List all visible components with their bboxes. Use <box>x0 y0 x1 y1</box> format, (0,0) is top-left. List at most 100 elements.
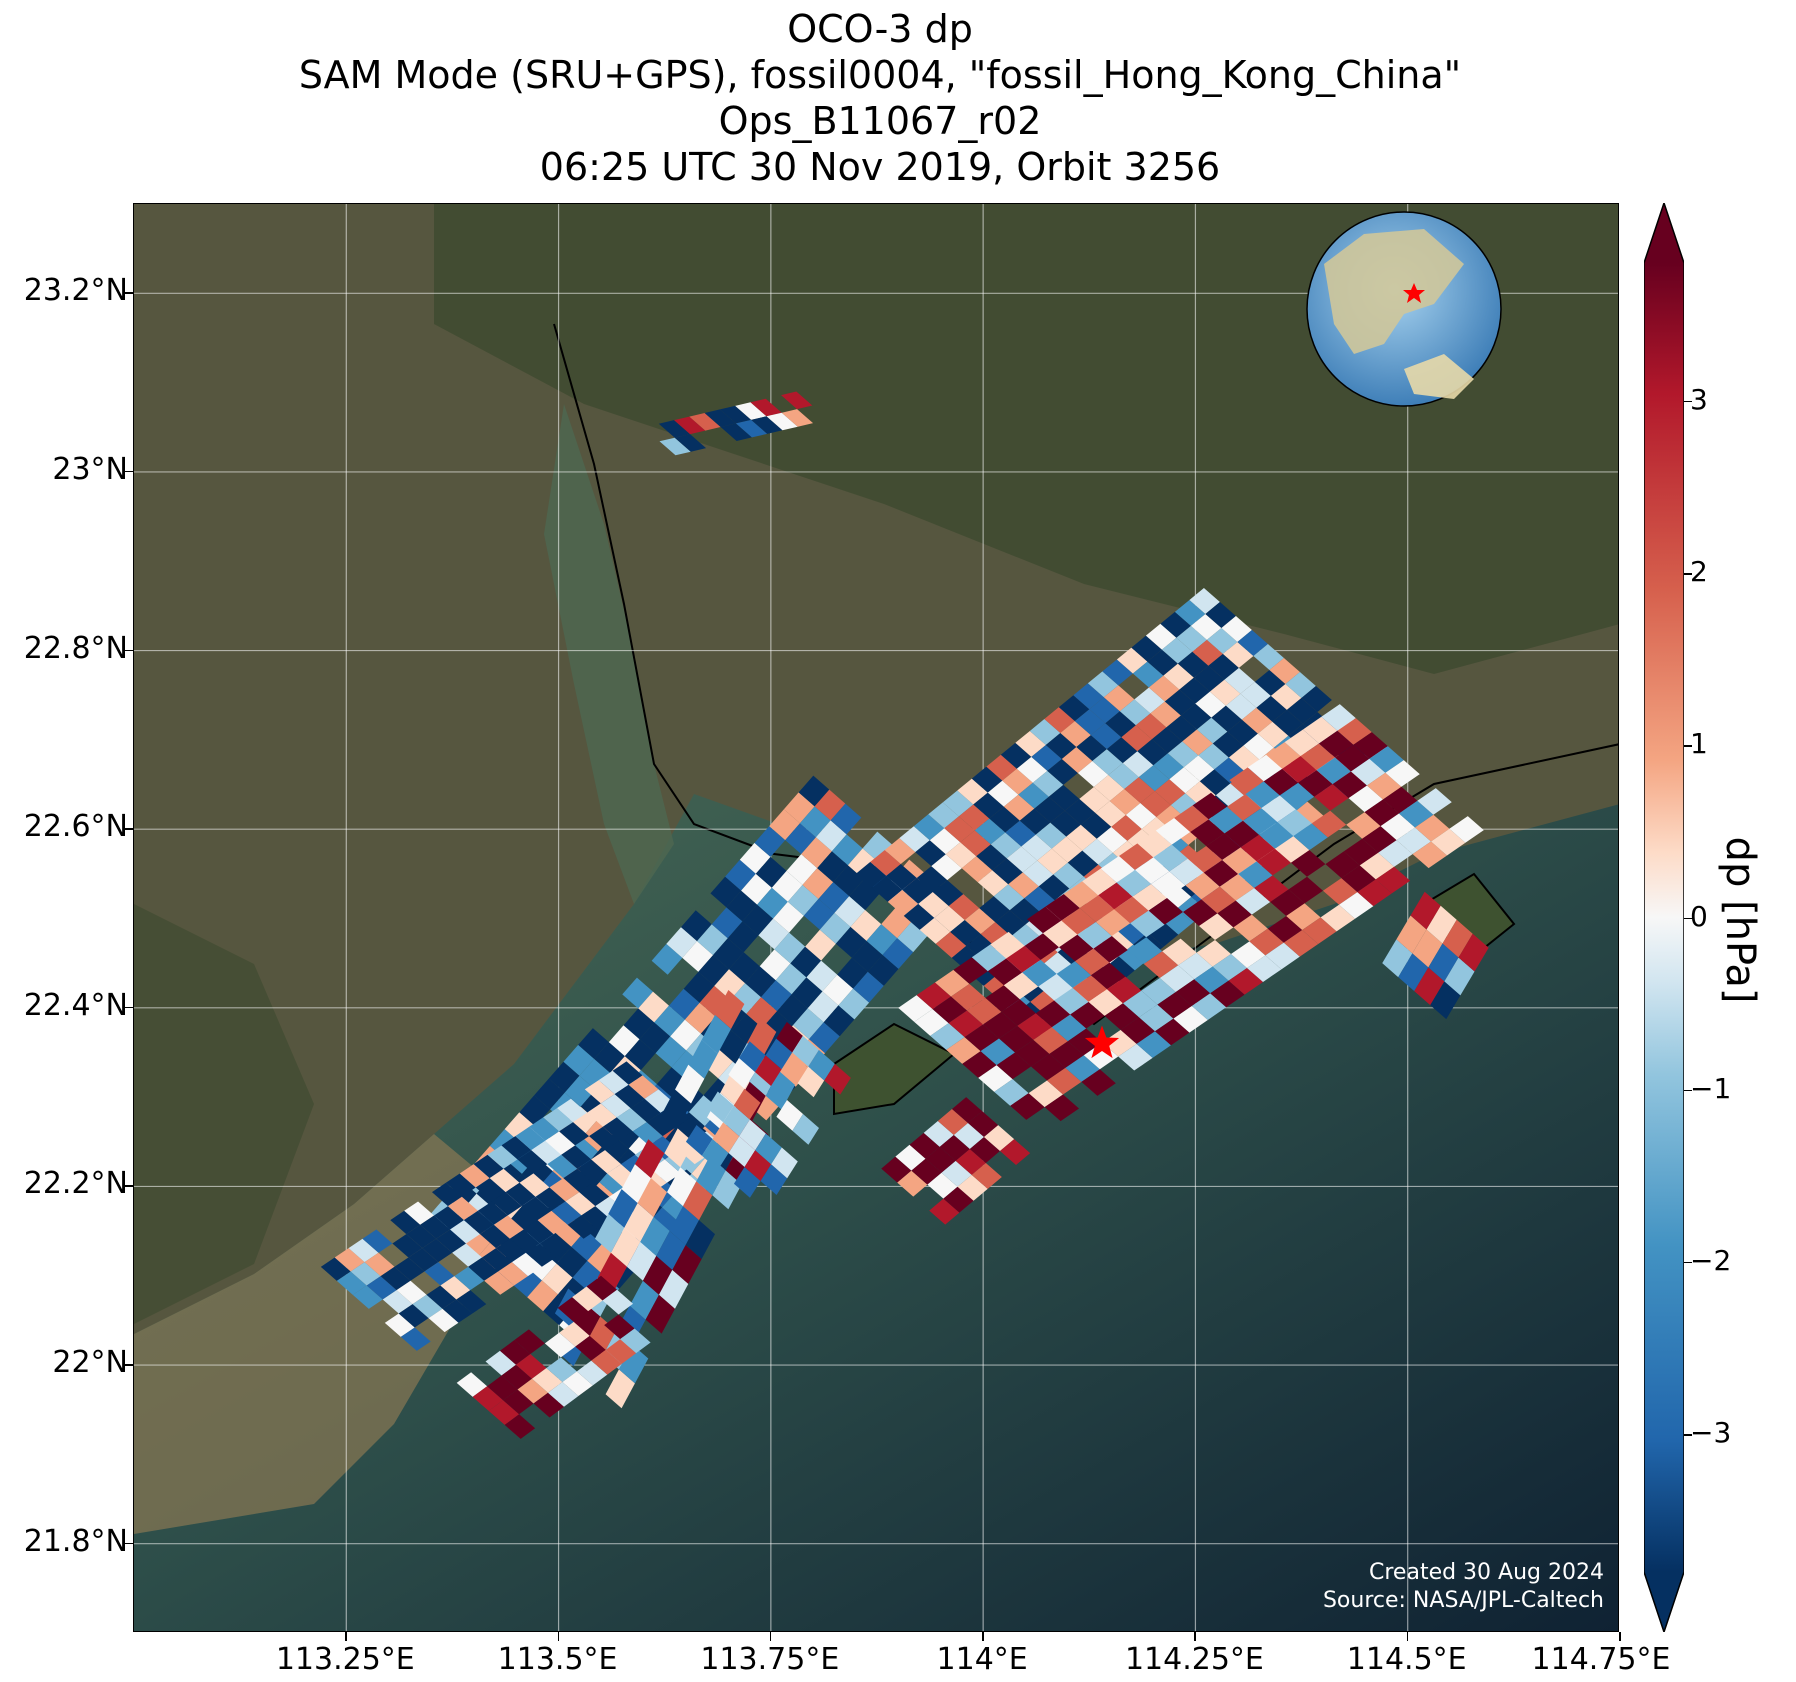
sounding-footprint <box>1047 758 1078 785</box>
sounding-footprint <box>739 1119 766 1151</box>
sounding-footprint <box>661 1089 692 1129</box>
sounding-footprint <box>1061 747 1093 773</box>
colorbar-tick-mark <box>1684 1434 1692 1436</box>
sounding-footprint <box>1074 709 1106 736</box>
sounding-footprint <box>793 1008 824 1040</box>
sounding-footprint <box>1035 822 1067 849</box>
sounding-footprint <box>853 971 884 1003</box>
sounding-footprint <box>1080 812 1112 839</box>
globe-asia-land <box>1324 229 1464 354</box>
sounding-footprint <box>792 1114 820 1145</box>
sounding-footprint <box>1104 1003 1140 1030</box>
sounding-footprint <box>1131 635 1162 662</box>
sounding-footprint <box>563 1168 594 1193</box>
lat-tick-label: 22.8°N <box>23 630 128 666</box>
sounding-footprint <box>1212 953 1248 981</box>
sounding-footprint <box>567 1215 598 1239</box>
sounding-footprint <box>1270 683 1302 710</box>
sounding-footprint <box>1279 782 1315 810</box>
sounding-footprint <box>670 1019 701 1051</box>
sounding-footprint <box>473 1154 504 1179</box>
sounding-footprint <box>1116 869 1152 897</box>
sounding-footprint <box>759 949 791 981</box>
sounding-footprint <box>754 826 786 857</box>
sounding-footprint <box>669 1206 699 1245</box>
sounding-footprint <box>519 1173 550 1197</box>
sounding-footprint <box>994 1079 1029 1106</box>
sounding-footprint <box>1266 742 1301 769</box>
sounding-footprint <box>729 952 760 984</box>
sounding-footprint <box>559 1122 590 1146</box>
sounding-footprint <box>493 1215 524 1239</box>
sounding-footprint <box>983 1011 1018 1039</box>
sounding-footprint <box>1210 980 1245 1008</box>
sounding-footprints <box>320 391 1489 1439</box>
colorbar-tick-label: −1 <box>1690 1071 1732 1105</box>
sounding-footprint <box>482 1248 512 1272</box>
sounding-footprint <box>1119 699 1151 726</box>
lon-tick-mark <box>982 1632 984 1641</box>
sounding-footprint <box>1037 848 1068 875</box>
sounding-footprint <box>1189 588 1220 614</box>
sounding-footprint <box>1334 744 1370 772</box>
sounding-footprint <box>1442 919 1473 958</box>
sounding-footprint <box>436 1229 467 1253</box>
sounding-footprint <box>1082 838 1113 865</box>
sounding-footprint <box>1053 862 1084 889</box>
sounding-footprint <box>962 1051 997 1078</box>
sounding-footprint <box>1090 723 1122 750</box>
sounding-footprint <box>1300 743 1335 771</box>
sounding-footprint <box>1247 955 1282 982</box>
sounding-footprint <box>1242 808 1278 835</box>
sounding-footprint <box>745 966 776 998</box>
sounding-footprint <box>1217 900 1252 928</box>
sounding-footprint <box>1222 847 1257 875</box>
lon-tick-mark <box>345 1632 347 1641</box>
sounding-footprint <box>731 1013 763 1045</box>
lon-tick-label: 114.5°E <box>1346 1642 1467 1677</box>
sounding-footprint <box>701 1014 732 1054</box>
sounding-footprint <box>899 826 930 853</box>
sounding-footprint <box>682 1181 713 1221</box>
sounding-footprint <box>805 929 836 961</box>
sounding-footprint <box>701 1139 729 1170</box>
sounding-footprint <box>1059 934 1094 962</box>
colorbar-bottom-extend <box>1644 1572 1684 1632</box>
sounding-footprint <box>1008 872 1039 899</box>
sounding-footprint <box>616 1108 647 1132</box>
sounding-footprint <box>1079 786 1110 813</box>
sounding-footprint <box>684 1002 716 1034</box>
sounding-footprint <box>1219 874 1255 901</box>
sounding-footprint <box>1193 665 1225 692</box>
sounding-footprint <box>1412 929 1443 968</box>
sounding-footprint <box>785 823 816 855</box>
sounding-footprint <box>1137 739 1168 766</box>
estuary-sediment <box>134 1134 494 1534</box>
sounding-footprint <box>639 1022 671 1054</box>
sounding-footprint <box>608 1188 638 1228</box>
sounding-footprint <box>792 1035 819 1067</box>
sounding-footprint <box>766 412 798 431</box>
sounding-footprint <box>398 1304 429 1328</box>
sounding-footprint <box>1098 882 1133 910</box>
sounding-footprint <box>776 1100 804 1131</box>
sounding-footprint <box>1134 687 1165 714</box>
sounding-footprint <box>1049 1041 1084 1068</box>
sounding-footprint <box>1211 705 1242 732</box>
sounding-footprint <box>1067 1028 1103 1056</box>
sounding-footprint <box>1192 639 1223 666</box>
sounding-footprint <box>472 1386 504 1411</box>
sounding-footprint <box>713 938 744 970</box>
sounding-footprint <box>487 1145 518 1169</box>
sounding-footprint <box>818 882 850 913</box>
sounding-footprint <box>578 1028 609 1059</box>
sounding-footprint <box>973 792 1004 819</box>
sounding-footprint <box>964 1024 1000 1052</box>
sounding-footprint <box>1449 816 1484 843</box>
sounding-footprint <box>586 1275 618 1301</box>
sounding-footprint <box>833 865 864 897</box>
sounding-footprint <box>622 977 653 1009</box>
sounding-footprint <box>704 409 736 427</box>
sounding-footprint <box>1118 1043 1153 1071</box>
sounding-footprint <box>634 1139 665 1179</box>
